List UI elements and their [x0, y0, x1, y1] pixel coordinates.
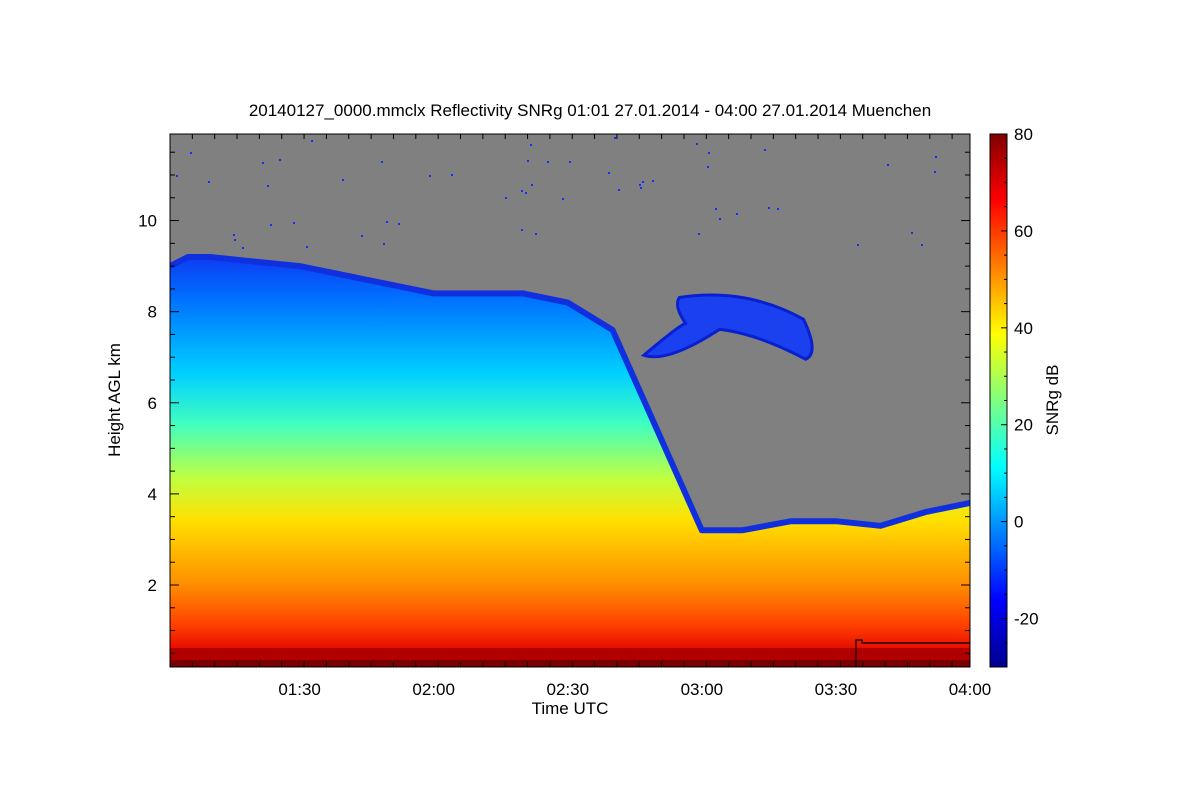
y-tick-label: 10	[138, 212, 157, 231]
cloud-top-edge	[170, 254, 970, 534]
noise-speckle	[342, 179, 344, 181]
noise-speckle	[306, 246, 308, 248]
noise-speckle	[715, 208, 717, 210]
noise-speckle	[383, 243, 385, 245]
noise-speckle	[270, 224, 272, 226]
noise-speckle	[233, 234, 235, 236]
noise-speckle	[208, 181, 210, 183]
noise-speckle	[642, 181, 644, 183]
colorbar-label: SNRg dB	[1043, 365, 1062, 436]
instrument-artifact-line	[855, 639, 970, 667]
noise-speckle	[652, 180, 654, 182]
noise-speckle	[569, 161, 571, 163]
noise-speckle	[768, 207, 770, 209]
noise-speckle	[451, 174, 453, 176]
x-tick-label: 03:00	[681, 680, 724, 699]
noise-speckle	[381, 161, 383, 163]
noise-speckle	[311, 140, 313, 142]
noise-speckle	[530, 144, 532, 146]
noise-speckle	[608, 172, 610, 174]
noise-speckle	[267, 185, 269, 187]
noise-speckle	[527, 160, 529, 162]
y-tick-label: 6	[148, 394, 157, 413]
noise-speckle	[618, 189, 620, 191]
colorbar-tick-label: 40	[1014, 319, 1033, 338]
noise-speckle	[921, 244, 923, 246]
colorbar-tick-label: 20	[1014, 416, 1033, 435]
noise-speckle	[279, 159, 281, 161]
noise-speckles	[176, 137, 937, 249]
detached-cloud-layer	[640, 293, 814, 361]
plot-frame	[169, 133, 971, 668]
noise-speckle	[521, 229, 523, 231]
y-tick-label: 8	[148, 303, 157, 322]
surface-band	[170, 660, 970, 667]
noise-speckle	[707, 166, 709, 168]
noise-speckle	[911, 232, 913, 234]
y-axis: 2 4 6 8 10	[138, 151, 970, 654]
noise-speckle	[764, 149, 766, 151]
colorbar-tick-label: 80	[1014, 125, 1033, 144]
y-tick-label: 4	[148, 485, 157, 504]
noise-speckle	[176, 175, 178, 177]
noise-speckle	[777, 208, 779, 210]
cloud-echo-region	[170, 257, 970, 667]
noise-speckle	[935, 156, 937, 158]
y-tick-label: 2	[148, 576, 157, 595]
noise-speckle	[521, 190, 523, 192]
noise-speckle	[505, 197, 507, 199]
x-tick-label: 02:30	[546, 680, 589, 699]
x-axis-label: Time UTC	[532, 699, 609, 718]
noise-speckle	[242, 247, 244, 249]
chart-title: 20140127_0000.mmclx Reflectivity SNRg 01…	[249, 101, 931, 120]
noise-speckle	[696, 143, 698, 145]
noise-speckle	[934, 171, 936, 173]
noise-speckle	[708, 152, 710, 154]
noise-speckle	[386, 221, 388, 223]
noise-speckle	[429, 175, 431, 177]
noise-speckle	[698, 233, 700, 235]
x-tick-label: 01:30	[278, 680, 321, 699]
colorbar-tick-label: 60	[1014, 222, 1033, 241]
noise-speckle	[857, 244, 859, 246]
noise-speckle	[262, 162, 264, 164]
plot-area	[170, 134, 970, 667]
x-tick-label: 02:00	[412, 680, 455, 699]
noise-speckle	[719, 218, 721, 220]
colorbar-tick-label: -20	[1014, 610, 1039, 629]
noise-speckle	[639, 184, 641, 186]
noise-speckle	[562, 198, 564, 200]
colorbar-axis: -20 0 20 40 60 80	[1001, 125, 1039, 668]
noise-speckle	[614, 137, 616, 139]
noise-speckle	[640, 187, 642, 189]
noise-speckle	[887, 164, 889, 166]
noise-speckle	[535, 233, 537, 235]
noise-speckle	[293, 222, 295, 224]
noise-speckle	[398, 223, 400, 225]
noise-speckle	[531, 184, 533, 186]
x-tick-label: 04:00	[949, 680, 992, 699]
y-axis-label: Height AGL km	[105, 343, 124, 457]
noise-speckle	[234, 239, 236, 241]
noise-speckle	[190, 152, 192, 154]
colorbar-tick-label: 0	[1014, 513, 1023, 532]
noise-speckle	[547, 161, 549, 163]
noise-speckle	[361, 235, 363, 237]
noise-speckle	[736, 213, 738, 215]
x-axis: 01:30 02:00 02:30 03:00 03:30 04:00	[191, 134, 992, 699]
x-tick-label: 03:30	[815, 680, 858, 699]
noise-speckle	[525, 192, 527, 194]
